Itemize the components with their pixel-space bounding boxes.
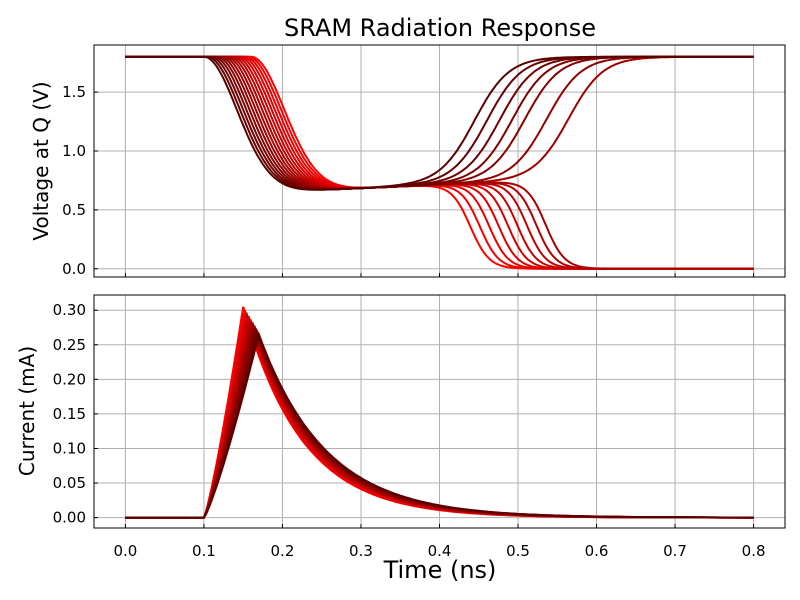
voltage-y-label: Voltage at Q (V): [29, 81, 53, 240]
voltage-grid: [94, 45, 785, 277]
x-tick-label: 0.0: [113, 542, 137, 560]
voltage-ticks: 0.0 0.5 1.0 1.5: [62, 83, 755, 278]
voltage-curves: [125, 55, 754, 270]
x-axis-label: Time (ns): [383, 556, 497, 584]
x-tick-label: 0.6: [585, 542, 609, 560]
voltage-axes-frame: [93, 44, 786, 278]
voltage-y-tick-label: 0.5: [62, 201, 86, 219]
current-grid: [94, 295, 785, 528]
current-panel: 0.00 0.05 0.10 0.15 0.20 0.25 0.30 Current (mA…: [15, 294, 786, 529]
x-tick-label: 0.5: [506, 542, 530, 560]
current-series-line: [125, 331, 754, 519]
voltage-y-tick-label: 0.0: [62, 260, 86, 278]
x-tick-label: 0.7: [663, 542, 687, 560]
x-tick-label: 0.2: [271, 542, 295, 560]
current-y-tick-label: 0.30: [53, 301, 86, 319]
current-y-tick-label: 0.15: [53, 405, 86, 423]
current-ticks: 0.00 0.05 0.10 0.15 0.20 0.25 0.30: [53, 301, 755, 528]
x-ticks: 0.0 0.1 0.2 0.3 0.4 0.5 0.6 0.7 0.8: [113, 542, 765, 560]
current-curves: [125, 306, 754, 519]
current-y-label: Current (mA): [15, 346, 39, 476]
x-tick-label: 0.1: [192, 542, 216, 560]
chart-title: SRAM Radiation Response: [284, 14, 596, 42]
x-tick-label: 0.8: [742, 542, 766, 560]
x-tick-label: 0.4: [428, 542, 452, 560]
voltage-series-line: [125, 55, 754, 191]
current-y-tick-label: 0.05: [53, 474, 86, 492]
voltage-panel: 0.0 0.5 1.0 1.5 Voltage at Q (V): [29, 44, 786, 278]
current-y-tick-label: 0.10: [53, 439, 86, 457]
current-y-tick-label: 0.00: [53, 509, 86, 527]
current-y-tick-label: 0.20: [53, 370, 86, 388]
x-tick-label: 0.3: [349, 542, 373, 560]
voltage-y-tick-label: 1.0: [62, 142, 86, 160]
voltage-y-tick-label: 1.5: [62, 83, 86, 101]
current-y-tick-label: 0.25: [53, 336, 86, 354]
current-axes-frame: [93, 294, 786, 529]
